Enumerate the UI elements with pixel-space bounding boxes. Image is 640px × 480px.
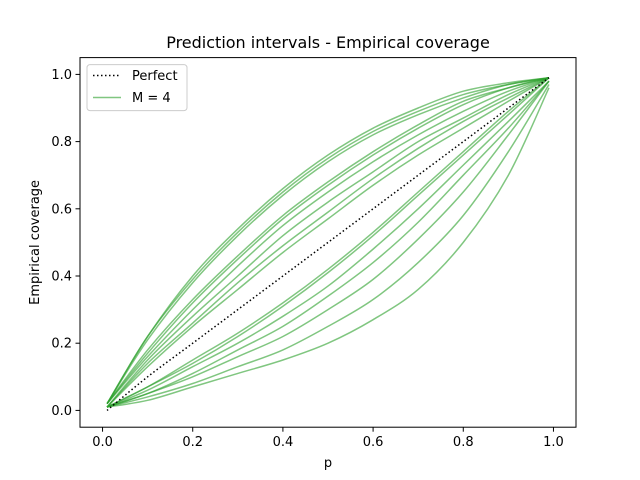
series-line-m4-15 (106, 84, 550, 408)
series-line-m4-4 (106, 77, 550, 405)
series-line-m4-14 (106, 80, 550, 408)
series-line-m4-3 (106, 77, 550, 405)
legend-box (86, 64, 188, 112)
y-tick-label: 0.8 (51, 135, 72, 150)
series-line-m4-8 (106, 77, 550, 408)
y-tick-label: 0.2 (51, 337, 72, 352)
series-line-m4-2 (106, 77, 550, 405)
legend-perfect-label: Perfect (132, 69, 178, 84)
plot-lines (106, 77, 550, 411)
y-axis: 0.0 0.2 0.4 0.6 0.8 1.0 (51, 68, 80, 419)
x-tick-label: 0.6 (363, 435, 384, 450)
y-tick-label: 0.4 (51, 270, 72, 285)
legend: Perfect M = 4 (86, 64, 188, 112)
x-tick-label: 0.2 (182, 435, 203, 450)
x-tick-label: 0.8 (453, 435, 474, 450)
series-line-m4-13 (106, 80, 550, 408)
series-line-perfect (106, 77, 550, 411)
series-line-m4-11 (106, 77, 550, 408)
y-tick-label: 0.6 (51, 202, 72, 217)
y-tick-label: 1.0 (51, 68, 72, 83)
y-tick-label: 0.0 (51, 404, 72, 419)
chart-title: Prediction intervals - Empirical coverag… (166, 33, 490, 52)
axes-frame (79, 57, 577, 428)
x-tick-label: 0.0 (92, 435, 113, 450)
x-axis-label: p (324, 456, 332, 471)
x-tick-label: 0.4 (273, 435, 294, 450)
y-axis-label: Empirical coverage (28, 180, 43, 305)
legend-m4-label: M = 4 (132, 91, 171, 106)
series-line-m4-1 (106, 77, 550, 405)
series-line-m4-12 (106, 80, 550, 408)
x-axis: 0.0 0.2 0.4 0.6 0.8 1.0 (92, 427, 564, 450)
x-tick-label: 1.0 (543, 435, 564, 450)
series-line-m4-6 (106, 77, 550, 405)
series-line-m4-10 (106, 77, 550, 408)
series-line-m4-5 (106, 77, 550, 405)
series-line-m4-9 (106, 77, 550, 408)
series-line-m4-7 (106, 77, 550, 408)
series-line-m4-16 (106, 87, 550, 408)
